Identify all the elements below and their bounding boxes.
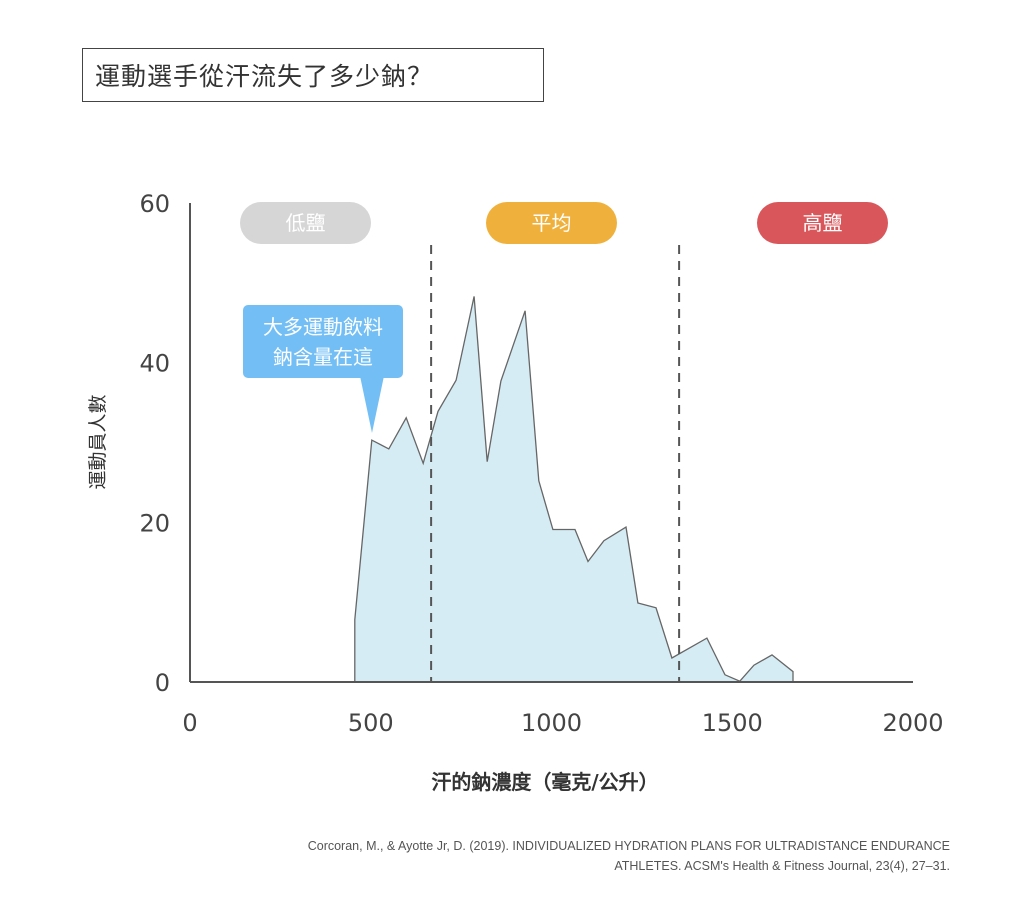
annotation-line1: 大多運動飲料 (263, 315, 383, 339)
x-tick-label: 2000 (882, 709, 943, 737)
citation-line1: Corcoran, M., & Ayotte Jr, D. (2019). IN… (307, 839, 950, 853)
x-tick-label: 0 (182, 709, 197, 737)
y-tick-label: 40 (139, 350, 170, 378)
zone-label: 高鹽 (803, 211, 843, 235)
chart-title: 運動選手從汗流失了多少鈉？ (82, 48, 544, 102)
zone-label: 低鹽 (286, 211, 326, 235)
x-axis-label: 汗的鈉濃度（毫克/公升） (431, 770, 658, 794)
y-tick-label: 20 (139, 509, 170, 537)
y-axis-label: 運動員人數 (87, 394, 109, 489)
citation: Corcoran, M., & Ayotte Jr, D. (2019). IN… (308, 836, 950, 876)
citation-line2: ATHLETES. ACSM's Health & Fitness Journa… (614, 859, 950, 873)
area-fill (354, 296, 793, 682)
annotation-callout: 大多運動飲料 鈉含量在這 (243, 305, 403, 433)
y-tick-label: 60 (139, 190, 170, 218)
x-tick-label: 1500 (702, 709, 763, 737)
y-tick-label: 0 (155, 669, 170, 697)
zone-badge-2: 高鹽 (757, 202, 888, 244)
annotation-line2: 鈉含量在這 (273, 345, 373, 369)
zone-badge-0: 低鹽 (240, 202, 371, 244)
x-tick-label: 500 (348, 709, 394, 737)
zone-badge-1: 平均 (486, 202, 617, 244)
zone-label: 平均 (532, 211, 572, 235)
x-tick-label: 1000 (521, 709, 582, 737)
area-line (354, 296, 794, 682)
